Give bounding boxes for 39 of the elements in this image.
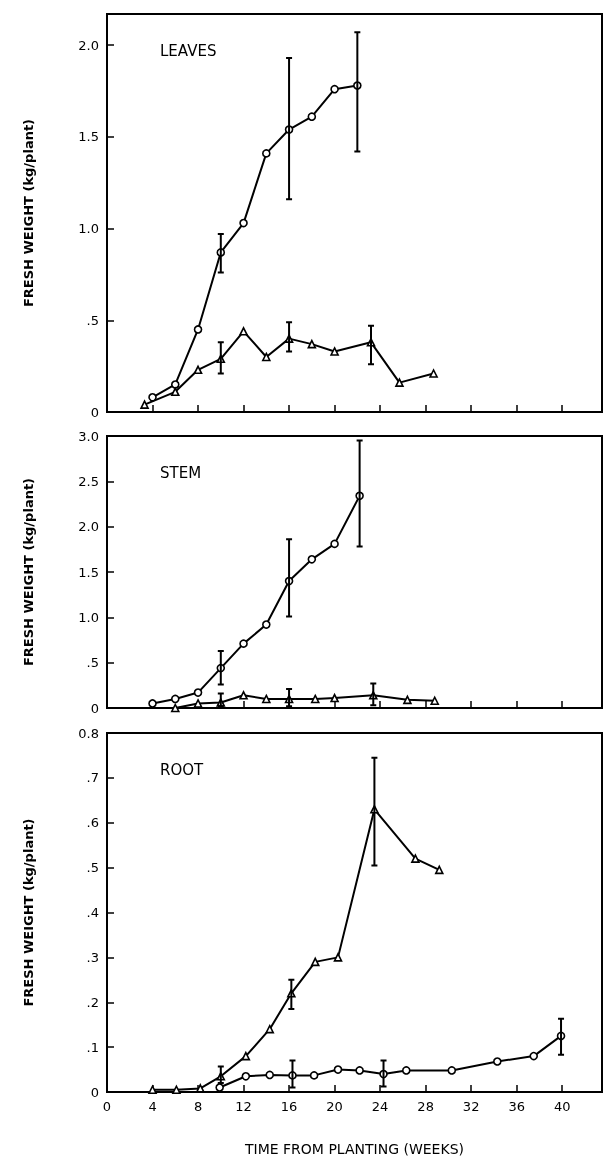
y-tick-label: 2.0 <box>78 519 99 535</box>
x-tick-label: 4 <box>148 1099 157 1114</box>
y-tick-label: 1.5 <box>78 129 99 145</box>
y-tick-label: 2.5 <box>78 473 99 489</box>
y-tick-label: .4 <box>86 905 99 920</box>
x-tick-label: 0 <box>102 1099 112 1114</box>
y-tick-label: .5 <box>86 860 99 876</box>
y-axis-title: FRESH WEIGHT (kg/plant) <box>21 818 36 1007</box>
y-tick-label: .3 <box>86 949 99 965</box>
y-tick-label: .5 <box>86 312 99 328</box>
y-tick-label: 0 <box>90 1084 99 1100</box>
x-tick-label: 32 <box>462 1099 480 1114</box>
y-tick-label: 1.5 <box>78 564 99 580</box>
x-tick-label: 24 <box>371 1099 389 1114</box>
y-tick-label: 1.0 <box>78 609 99 625</box>
x-tick-label: 20 <box>326 1099 343 1114</box>
y-tick-label: .1 <box>86 1039 99 1055</box>
x-axis-title: TIME FROM PLANTING (WEEKS) <box>244 1141 464 1157</box>
text: ROOT <box>160 760 205 779</box>
y-tick-label: 0 <box>90 700 99 716</box>
y-tick-label: .2 <box>86 994 99 1010</box>
x-tick-label: 36 <box>508 1099 525 1114</box>
y-tick-label: 1.0 <box>78 221 99 237</box>
x-tick-label: 16 <box>280 1099 298 1114</box>
y-axis-title: FRESH WEIGHT (kg/plant) <box>21 118 36 308</box>
y-tick-label: .5 <box>86 655 99 671</box>
x-tick-label: 12 <box>235 1099 252 1114</box>
y-tick-label: 2.0 <box>78 37 99 53</box>
y-tick-label: .7 <box>86 770 99 786</box>
x-tick-label: 28 <box>417 1099 434 1114</box>
y-tick-label: 0.8 <box>78 725 99 741</box>
y-axis-title: FRESH WEIGHT (kg/plant) <box>21 477 36 667</box>
x-tick-label: 8 <box>193 1099 203 1114</box>
y-tick-label: 0 <box>90 404 99 420</box>
y-tick-label: 3.0 <box>78 428 99 444</box>
y-tick-label: .6 <box>86 815 99 831</box>
x-tick-label: 40 <box>553 1099 571 1114</box>
text: STEM <box>160 463 202 482</box>
text: LEAVES <box>160 41 217 60</box>
